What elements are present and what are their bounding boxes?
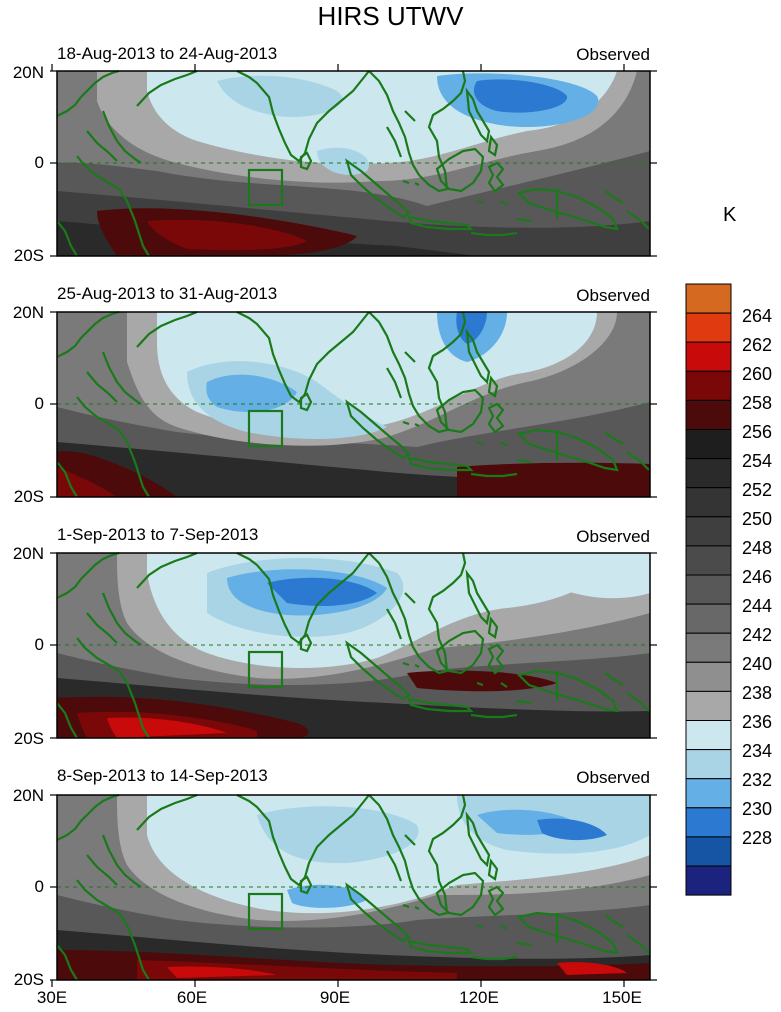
colorbar-label: 252 — [742, 480, 773, 500]
colorbar-label: 244 — [742, 596, 773, 616]
colorbar-swatch — [685, 399, 732, 430]
colorbar-swatch — [685, 341, 732, 372]
lon-ticks — [51, 64, 625, 987]
lon-label-90e: 90E — [319, 988, 351, 1007]
lon-label-150e: 150E — [602, 988, 642, 1007]
lat-label-eq: 0 — [34, 153, 44, 172]
lat-label-20n: 20N — [12, 786, 44, 805]
lat-label-eq: 0 — [34, 635, 44, 654]
map-panel-2 — [55, 310, 651, 499]
colorbar-label: 260 — [742, 364, 773, 384]
colorbar-swatch — [685, 545, 732, 576]
colorbar-swatch — [685, 603, 732, 634]
panel-1-tag: Observed — [576, 45, 650, 64]
lon-label-30e: 30E — [36, 988, 68, 1007]
colorbar-swatch — [685, 516, 732, 547]
lat-label-20s: 20S — [13, 487, 44, 506]
panel-3-tag: Observed — [576, 527, 650, 546]
colorbar-label: 246 — [742, 567, 773, 587]
colorbar-unit: K — [723, 204, 737, 226]
colorbar-label: 242 — [742, 625, 773, 645]
lat-label-20s: 20S — [13, 729, 44, 748]
colorbar-swatch — [685, 487, 732, 518]
colorbar-label: 240 — [742, 654, 773, 674]
colorbar-swatch — [685, 661, 732, 692]
colorbar-label: 228 — [742, 828, 773, 848]
lon-label-60e: 60E — [176, 988, 208, 1007]
panel-1-period: 18-Aug-2013 to 24-Aug-2013 — [57, 44, 278, 63]
colorbar-label: 256 — [742, 422, 773, 442]
colorbar-label: 234 — [742, 741, 773, 761]
colorbar-swatch — [685, 370, 732, 401]
colorbar-swatch — [685, 836, 732, 867]
panel-4-period: 8-Sep-2013 to 14-Sep-2013 — [57, 766, 268, 785]
map-panel-4 — [55, 793, 651, 982]
lat-label-20n: 20N — [12, 544, 44, 563]
colorbar-label: 264 — [742, 306, 773, 326]
panel-4-tag: Observed — [576, 768, 650, 787]
colorbar-swatch — [685, 312, 732, 343]
colorbar-swatch — [685, 458, 732, 489]
lat-label-20n: 20N — [12, 303, 44, 322]
lat-ticks — [50, 70, 657, 981]
colorbar-swatch — [685, 749, 732, 780]
colorbar-label: 232 — [742, 770, 773, 790]
lat-label-20s: 20S — [13, 970, 44, 989]
panel-2-tag: Observed — [576, 286, 650, 305]
colorbar-label: 250 — [742, 509, 773, 529]
colorbar-swatch — [685, 778, 732, 809]
colorbar-swatch — [685, 865, 732, 896]
lon-label-120e: 120E — [459, 988, 499, 1007]
colorbar-swatch — [685, 429, 732, 460]
colorbar — [685, 283, 732, 896]
colorbar-swatch — [685, 807, 732, 838]
colorbar-swatch — [685, 690, 732, 722]
colorbar-swatch — [685, 632, 732, 663]
figure-title: HIRS UTWV — [317, 1, 464, 31]
panel-2-period: 25-Aug-2013 to 31-Aug-2013 — [57, 284, 278, 303]
map-panel-3 — [55, 551, 651, 740]
lat-label-20s: 20S — [13, 246, 44, 265]
colorbar-swatch — [685, 720, 732, 751]
colorbar-label: 238 — [742, 683, 773, 703]
colorbar-label: 248 — [742, 538, 773, 558]
colorbar-label: 258 — [742, 393, 773, 413]
colorbar-label: 254 — [742, 451, 773, 471]
lat-label-eq: 0 — [34, 877, 44, 896]
panel-3-period: 1-Sep-2013 to 7-Sep-2013 — [57, 525, 259, 544]
colorbar-swatch — [685, 574, 732, 605]
lat-label-20n: 20N — [12, 63, 44, 82]
colorbar-label: 230 — [742, 799, 773, 819]
lat-label-eq: 0 — [34, 394, 44, 413]
colorbar-label: 262 — [742, 335, 773, 355]
colorbar-label: 236 — [742, 712, 773, 732]
colorbar-swatch — [685, 283, 732, 314]
map-panel-1 — [55, 69, 651, 258]
